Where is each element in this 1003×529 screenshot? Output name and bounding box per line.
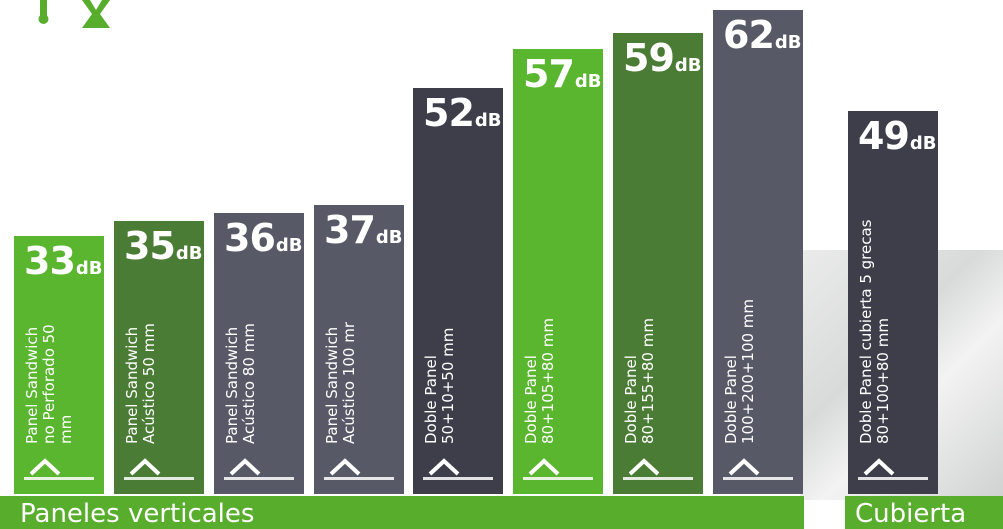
bar-value-number: 37 xyxy=(324,208,376,252)
bar-value-unit: dB xyxy=(774,32,802,53)
chevron-up-icon xyxy=(428,458,460,476)
bar-category-label: Doble Panel cubierta 5 grecas 80+100+80 m… xyxy=(857,219,892,444)
bar-3: 36dB Panel Sandwich Acústico 80 mm xyxy=(214,213,304,494)
bar-7: 59dB Doble Panel 80+155+80 mm xyxy=(613,33,703,494)
group-band-1: Paneles verticales xyxy=(0,496,804,529)
bar-value-unit: dB xyxy=(574,71,602,92)
bar-value-number: 49 xyxy=(858,114,910,158)
bar-5: 52dB Doble Panel 50+10+50 mm xyxy=(413,88,503,494)
bar-category-label-line: no Perforado 50 xyxy=(40,324,58,444)
group-band-2: Cubierta xyxy=(845,496,1003,529)
bar-category-label-line: Acústico 100 mr xyxy=(340,322,358,444)
bar-value-number: 35 xyxy=(124,224,176,268)
bar-value-number: 59 xyxy=(623,36,675,80)
chevron-up-icon xyxy=(628,458,660,476)
bar-value-unit: dB xyxy=(674,55,702,76)
bar-underline xyxy=(523,477,593,480)
logo-icon xyxy=(38,0,110,28)
bar-category-label-line: Panel Sandwich xyxy=(123,326,141,444)
bar-category-label: Panel Sandwich no Perforado 50 mm xyxy=(23,324,75,444)
bar-value-label: 49dB xyxy=(858,117,937,155)
bar-value-label: 57dB xyxy=(523,55,602,93)
bar-value-label: 59dB xyxy=(623,39,702,77)
bar-category-label-line: Panel Sandwich xyxy=(323,326,341,444)
chevron-up-icon xyxy=(863,458,895,476)
bar-category-label-line: 50+10+50 mm xyxy=(439,327,457,444)
chevron-up-icon xyxy=(728,458,760,476)
bar-category-label: Doble Panel 80+155+80 mm xyxy=(622,318,657,444)
bar-category-label-line: 80+100+80 mm xyxy=(874,318,892,444)
bar-category-label-line: 80+105+80 mm xyxy=(539,318,557,444)
bar-value-unit: dB xyxy=(175,243,203,264)
chevron-up-icon xyxy=(29,458,61,476)
bar-value-unit: dB xyxy=(75,258,103,279)
bar-category-label-line: Panel Sandwich xyxy=(223,326,241,444)
bar-9: 49dB Doble Panel cubierta 5 grecas 80+100+… xyxy=(848,111,938,494)
bar-category-label: Panel Sandwich Acústico 100 mr xyxy=(323,322,358,444)
bar-underline xyxy=(324,477,394,480)
bar-value-label: 62dB xyxy=(723,16,802,54)
chevron-up-icon xyxy=(129,458,161,476)
bar-2: 35dB Panel Sandwich Acústico 50 mm xyxy=(114,221,204,494)
bar-category-label-line: Acústico 50 mm xyxy=(140,323,158,444)
chevron-up-icon xyxy=(329,458,361,476)
bar-value-label: 52dB xyxy=(423,94,502,132)
bar-underline xyxy=(224,477,294,480)
bar-value-unit: dB xyxy=(909,133,937,154)
bar-value-number: 36 xyxy=(224,216,276,260)
bar-underline xyxy=(623,477,693,480)
bar-4: 37dB Panel Sandwich Acústico 100 mr xyxy=(314,205,404,494)
bar-value-label: 33dB xyxy=(24,242,103,280)
bar-category-label: Doble Panel 80+105+80 mm xyxy=(522,318,557,444)
bar-value-number: 52 xyxy=(423,91,475,135)
bar-category-label: Doble Panel 100+200+100 mm xyxy=(722,298,757,444)
bar-8: 62dB Doble Panel 100+200+100 mm xyxy=(713,10,803,494)
bar-value-label: 36dB xyxy=(224,219,303,257)
bar-category-label: Panel Sandwich Acústico 80 mm xyxy=(223,323,258,444)
chevron-up-icon xyxy=(229,458,261,476)
bar-underline xyxy=(124,477,194,480)
bar-category-label-line: Doble Panel xyxy=(522,355,540,444)
bar-category-label-line: Doble Panel xyxy=(622,355,640,444)
bar-value-unit: dB xyxy=(474,110,502,131)
chevron-up-icon xyxy=(528,458,560,476)
bar-category-label-line: Acústico 80 mm xyxy=(240,323,258,444)
bar-value-unit: dB xyxy=(375,227,403,248)
bar-underline xyxy=(723,477,793,480)
bar-underline xyxy=(24,477,94,480)
bar-value-number: 33 xyxy=(24,239,76,283)
bar-category-label: Doble Panel 50+10+50 mm xyxy=(422,327,457,444)
bar-value-label: 35dB xyxy=(124,227,203,265)
bar-category-label-line: Doble Panel cubierta 5 grecas xyxy=(857,219,875,444)
bar-category-label-line: Doble Panel xyxy=(422,355,440,444)
bar-value-unit: dB xyxy=(275,235,303,256)
bar-category-label-line: Panel Sandwich xyxy=(23,326,41,444)
bar-value-label: 37dB xyxy=(324,211,403,249)
bar-category-label-line: mm xyxy=(57,414,75,444)
bar-value-number: 57 xyxy=(523,52,575,96)
bar-underline xyxy=(423,477,493,480)
bar-category-label-line: 100+200+100 mm xyxy=(739,298,757,444)
bar-underline xyxy=(858,477,928,480)
bar-1: 33dB Panel Sandwich no Perforado 50 mm xyxy=(14,236,104,494)
bar-category-label: Panel Sandwich Acústico 50 mm xyxy=(123,323,158,444)
bar-category-label-line: 80+155+80 mm xyxy=(639,318,657,444)
bar-category-label-line: Doble Panel xyxy=(722,355,740,444)
bar-6: 57dB Doble Panel 80+105+80 mm xyxy=(513,49,603,494)
bar-value-number: 62 xyxy=(723,13,775,57)
